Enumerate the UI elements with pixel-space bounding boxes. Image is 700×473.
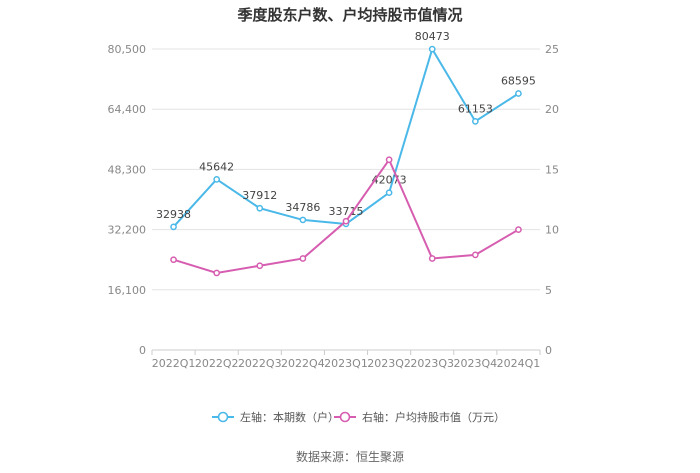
data-point (213, 269, 221, 277)
x-tick-label: 2023Q1 (324, 357, 368, 370)
y-left-tick-label: 64,400 (108, 103, 147, 116)
line-chart: 016,10032,20048,30064,40080,500051015202… (108, 30, 560, 424)
x-tick-label: 2022Q4 (281, 357, 325, 370)
legend-label: 左轴：本期数（户） (240, 410, 339, 424)
x-tick-label: 2022Q2 (195, 357, 239, 370)
y-right-tick-label: 25 (545, 43, 559, 56)
x-tick-label: 2024Q1 (497, 357, 541, 370)
x-tick-label: 2023Q2 (367, 357, 411, 370)
data-label: 45642 (199, 160, 234, 173)
data-point (385, 156, 393, 164)
data-label: 42073 (372, 174, 407, 187)
x-tick-label: 2022Q3 (238, 357, 282, 370)
y-right-tick-label: 10 (545, 224, 559, 237)
data-point (170, 256, 177, 264)
data-point (170, 223, 177, 231)
data-label: 33715 (329, 205, 364, 218)
y-right-tick-label: 5 (545, 284, 552, 297)
x-tick-label: 2022Q1 (152, 357, 196, 370)
y-right-tick-label: 20 (545, 103, 559, 116)
data-point (515, 90, 522, 97)
x-tick-label: 2023Q3 (410, 357, 454, 370)
data-point (256, 262, 264, 270)
data-point (471, 117, 479, 125)
legend-marker (217, 411, 229, 423)
data-source: 数据来源：恒生聚源 (295, 450, 404, 464)
data-point (299, 255, 307, 262)
data-label: 80473 (415, 30, 450, 43)
data-point (256, 204, 264, 212)
series-line (172, 46, 519, 228)
data-label: 61153 (458, 102, 493, 115)
y-left-tick-label: 48,300 (108, 163, 147, 176)
data-label: 68595 (501, 75, 536, 88)
data-point (342, 217, 350, 225)
y-left-tick-label: 32,200 (108, 224, 147, 237)
data-label: 32938 (156, 208, 191, 221)
data-point (515, 226, 522, 233)
data-label: 34786 (285, 201, 320, 214)
y-left-tick-label: 80,500 (108, 43, 147, 56)
data-point (213, 175, 221, 183)
legend-label: 右轴：户均持股市值（万元） (362, 410, 505, 424)
y-right-tick-label: 0 (545, 344, 552, 357)
data-point (385, 189, 393, 197)
data-point (471, 251, 479, 259)
y-left-tick-label: 16,100 (108, 284, 147, 297)
chart-title: 季度股东户数、户均持股市值情况 (237, 6, 463, 24)
legend-marker (339, 411, 351, 423)
y-left-tick-label: 0 (139, 344, 146, 357)
data-point (299, 216, 307, 224)
data-point (428, 45, 436, 53)
data-point (428, 255, 436, 262)
y-right-tick-label: 15 (545, 163, 559, 176)
x-tick-label: 2023Q4 (454, 357, 498, 370)
data-label: 37912 (242, 189, 277, 202)
